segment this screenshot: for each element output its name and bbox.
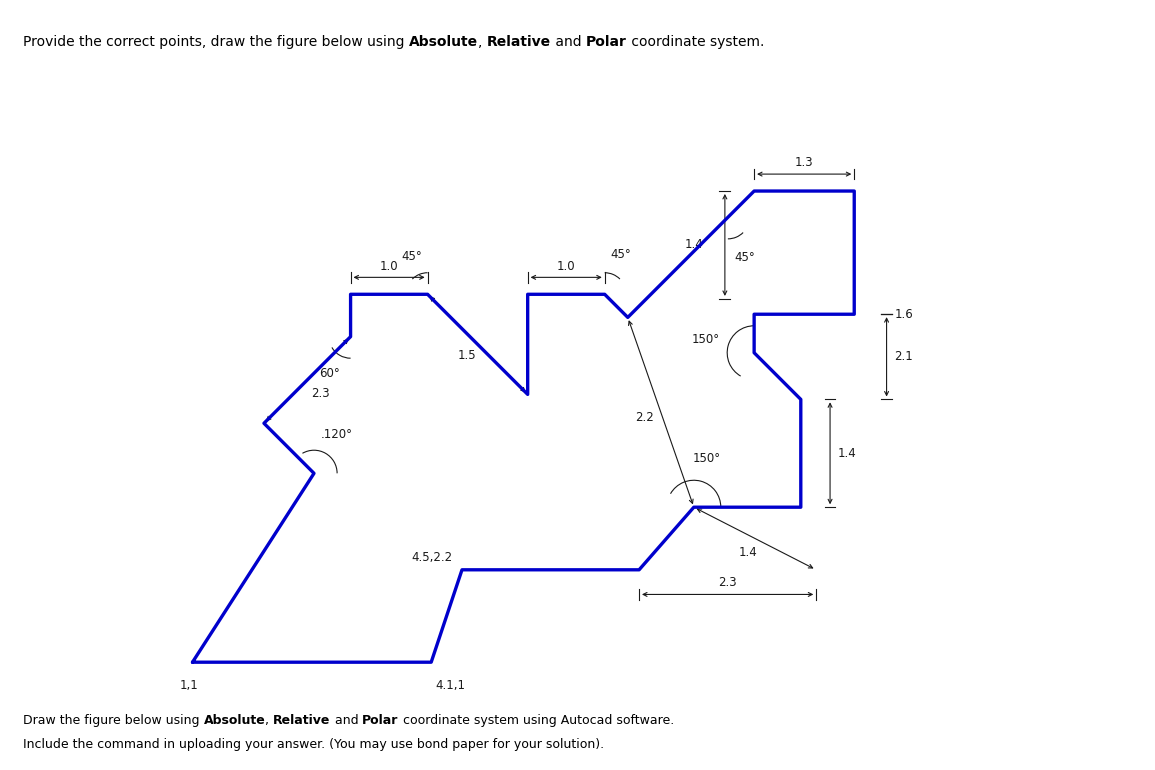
Text: 2.3: 2.3 xyxy=(312,387,330,400)
Text: Polar: Polar xyxy=(586,35,627,49)
Text: 2.2: 2.2 xyxy=(635,411,654,424)
Text: 1.3: 1.3 xyxy=(795,156,813,169)
Text: 150°: 150° xyxy=(692,333,720,347)
Text: .120°: .120° xyxy=(320,428,352,441)
Text: 1.4: 1.4 xyxy=(685,239,703,252)
Text: coordinate system using Autocad software.: coordinate system using Autocad software… xyxy=(398,714,675,727)
Text: Absolute: Absolute xyxy=(409,35,478,49)
Text: 150°: 150° xyxy=(693,452,721,465)
Text: Polar: Polar xyxy=(363,714,398,727)
Text: 45°: 45° xyxy=(611,248,632,261)
Text: and: and xyxy=(330,714,363,727)
Text: and: and xyxy=(551,35,586,49)
Text: Relative: Relative xyxy=(274,714,330,727)
Text: ,: , xyxy=(266,714,274,727)
Text: Include the command in uploading your answer. (You may use bond paper for your s: Include the command in uploading your an… xyxy=(23,738,604,751)
Text: ,: , xyxy=(478,35,487,49)
Text: 1.4: 1.4 xyxy=(837,447,857,460)
Text: 1.4: 1.4 xyxy=(739,546,758,559)
Text: 2.3: 2.3 xyxy=(718,576,737,589)
Text: Provide the correct points, draw the figure below using: Provide the correct points, draw the fig… xyxy=(23,35,409,49)
Text: 45°: 45° xyxy=(735,250,754,263)
Text: 1.0: 1.0 xyxy=(557,259,575,273)
Text: coordinate system.: coordinate system. xyxy=(627,35,765,49)
Text: 2.1: 2.1 xyxy=(894,350,914,363)
Text: 45°: 45° xyxy=(402,250,423,263)
Text: 60°: 60° xyxy=(319,367,340,380)
Text: 1.5: 1.5 xyxy=(457,349,476,362)
Text: 4.5,2.2: 4.5,2.2 xyxy=(411,551,453,564)
Text: Absolute: Absolute xyxy=(203,714,266,727)
Text: Relative: Relative xyxy=(487,35,551,49)
Text: 1.6: 1.6 xyxy=(894,308,914,321)
Text: 1.0: 1.0 xyxy=(380,259,398,273)
Text: Draw the figure below using: Draw the figure below using xyxy=(23,714,203,727)
Text: 4.1,1: 4.1,1 xyxy=(435,679,465,692)
Text: 1,1: 1,1 xyxy=(179,679,198,692)
